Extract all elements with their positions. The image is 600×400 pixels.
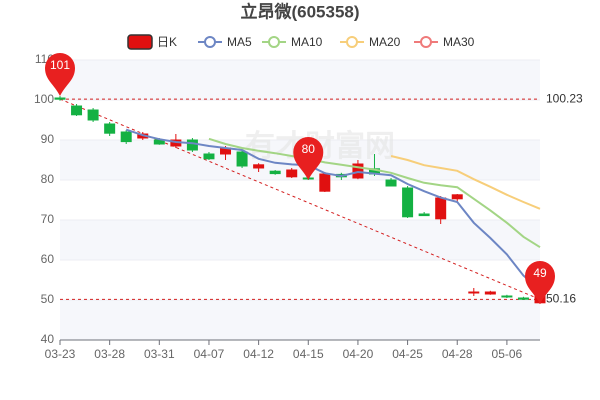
mark-pin <box>525 261 555 304</box>
candle-body <box>236 151 248 167</box>
reference-label: 100.23 <box>546 91 583 105</box>
y-tick-label: 90 <box>41 132 55 146</box>
x-tick-label: 04-15 <box>293 347 324 361</box>
candle-body <box>418 213 430 217</box>
y-tick-label: 50 <box>41 292 55 306</box>
ma-line <box>125 128 541 291</box>
candle-body <box>435 197 447 220</box>
x-tick-label: 04-07 <box>194 347 225 361</box>
candle-body <box>517 297 529 300</box>
candle-body <box>385 179 397 187</box>
mark-label: 49 <box>533 266 547 280</box>
chart-title: 立昂微(605358) <box>240 1 359 21</box>
legend-label: 日K <box>157 35 177 49</box>
ma-line <box>208 137 541 249</box>
candle-body <box>253 164 265 169</box>
plot-band <box>60 220 540 260</box>
candle-body <box>87 109 99 121</box>
x-tick-label: 03-23 <box>45 347 76 361</box>
mark-label: 101 <box>50 58 70 72</box>
y-tick-label: 60 <box>41 252 55 266</box>
legend-dot <box>268 36 280 48</box>
x-tick-label: 03-28 <box>94 347 125 361</box>
mark-label: 80 <box>302 142 316 156</box>
legend-dot <box>420 36 432 48</box>
mark-pin <box>45 53 75 96</box>
candle-body <box>286 169 298 178</box>
x-tick-label: 04-25 <box>392 347 423 361</box>
candle-body <box>319 173 331 192</box>
legend-label: MA10 <box>291 35 323 49</box>
x-tick-label: 03-31 <box>144 347 175 361</box>
plot-band <box>60 300 540 340</box>
candle-body <box>54 97 66 100</box>
mark-pin <box>293 137 324 180</box>
candle-body <box>186 139 198 151</box>
legend-dot <box>204 36 216 48</box>
x-tick-label: 05-06 <box>492 347 523 361</box>
ma-line <box>390 155 541 210</box>
candle-body <box>203 153 215 160</box>
candle-body <box>484 291 496 295</box>
plot-band <box>60 60 540 100</box>
candle-body <box>468 291 480 294</box>
legend-label: MA30 <box>443 35 475 49</box>
legend-label: MA20 <box>369 35 401 49</box>
x-tick-label: 04-20 <box>343 347 374 361</box>
x-tick-label: 04-28 <box>442 347 473 361</box>
y-tick-label: 100 <box>34 92 54 106</box>
x-tick-label: 04-12 <box>243 347 274 361</box>
legend-dot <box>346 36 358 48</box>
candle-body <box>120 131 132 143</box>
trend-line <box>59 98 541 300</box>
y-tick-label: 70 <box>41 212 55 226</box>
reference-label: 50.16 <box>546 292 576 306</box>
candle-body <box>501 295 513 298</box>
mark-point: 49 <box>525 261 555 304</box>
mark-point: 101 <box>45 53 75 96</box>
y-tick-label: 80 <box>41 172 55 186</box>
candle-body <box>269 170 281 175</box>
mark-point: 80 <box>293 137 324 180</box>
legend-label: MA5 <box>227 35 252 49</box>
y-tick-label: 40 <box>41 332 55 346</box>
candle-body <box>104 123 116 134</box>
candle-body <box>451 194 463 200</box>
legend-swatch <box>127 34 153 50</box>
candle-body <box>71 105 83 116</box>
candle-body <box>402 187 414 218</box>
